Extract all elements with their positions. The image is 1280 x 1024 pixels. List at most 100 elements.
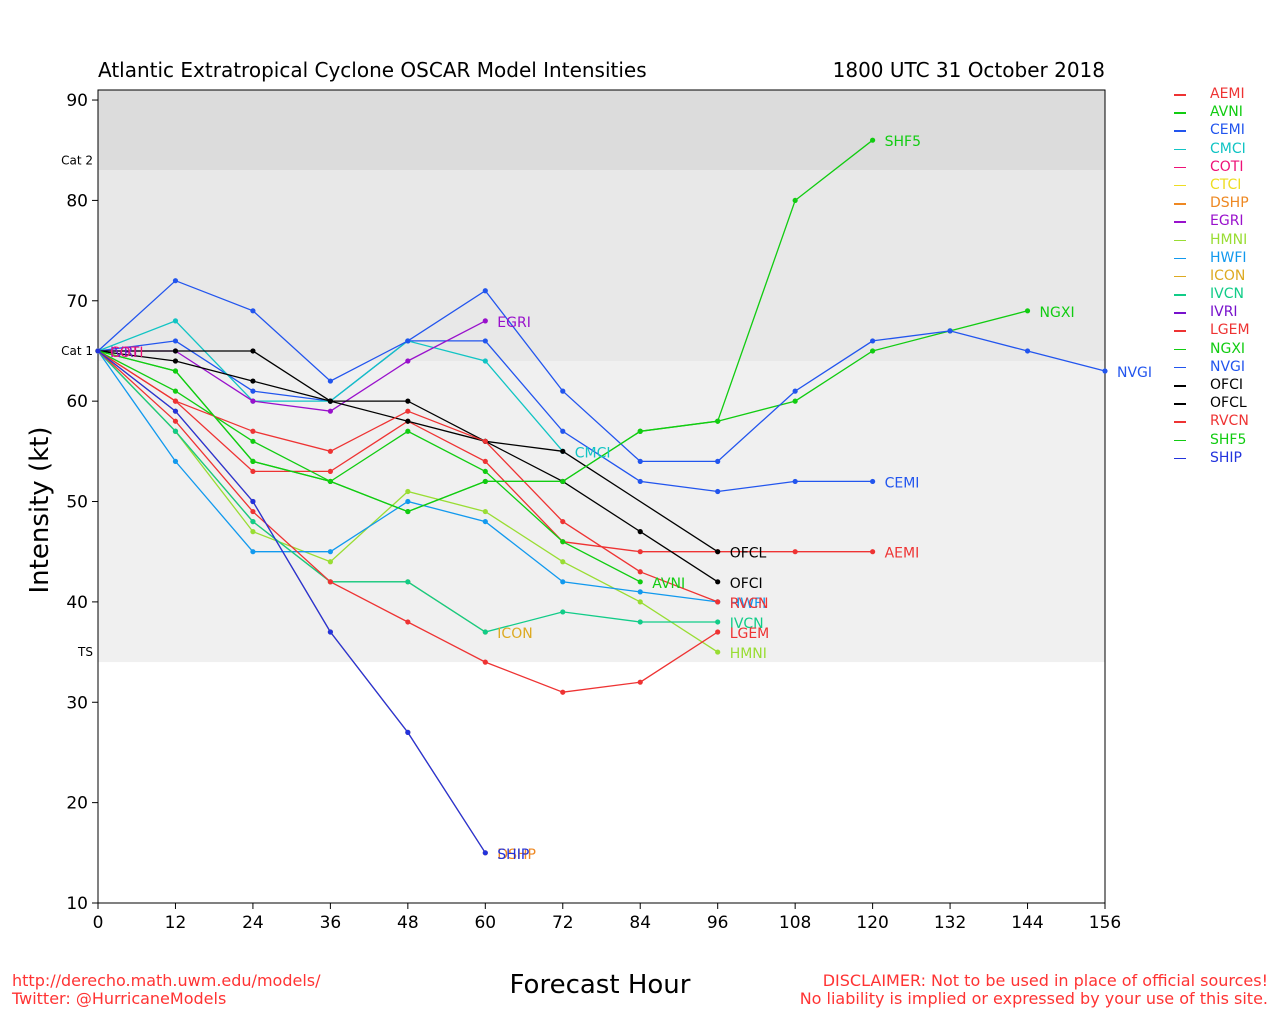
point-lgem — [637, 679, 643, 685]
point-cemi — [870, 478, 876, 485]
end-label-hwfi: HWFI — [730, 596, 767, 612]
legend-label: SHIP — [1210, 449, 1242, 466]
chart-title: Atlantic Extratropical Cyclone OSCAR Mod… — [98, 58, 647, 82]
point-aemi — [792, 549, 798, 555]
end-label-dshp: DSHP — [497, 847, 536, 863]
point-rvcn — [250, 428, 256, 434]
legend-swatch — [1174, 403, 1186, 405]
point-shf5 — [250, 458, 256, 464]
y-tick-label: 20 — [66, 794, 88, 814]
legend-label: HWFI — [1210, 249, 1247, 266]
band-label: TS — [77, 645, 93, 659]
point-ofcl — [560, 448, 566, 454]
point-ofci — [637, 529, 643, 535]
legend-label: NVGI — [1210, 358, 1246, 375]
x-tick-label: 84 — [629, 913, 651, 933]
point-cmci — [482, 358, 488, 364]
end-label-nvgi: NVGI — [1117, 365, 1152, 381]
point-aemi — [637, 549, 643, 555]
legend-label: AEMI — [1210, 86, 1245, 102]
point-ofci — [405, 398, 411, 404]
point-shf5 — [560, 478, 566, 485]
point-lgem — [715, 629, 721, 635]
legend-label: IVCN — [1210, 286, 1244, 303]
point-hwfi — [405, 498, 411, 505]
point-hwfi — [327, 549, 333, 555]
legend-swatch — [1174, 148, 1186, 151]
point-avni — [405, 428, 411, 434]
point-nvgi — [715, 458, 721, 464]
legend-label: RVCN — [1210, 413, 1249, 430]
point-ivcn — [405, 579, 411, 585]
point-cemi — [715, 488, 721, 495]
legend-swatch — [1174, 385, 1186, 387]
end-label-egri: EGRI — [497, 315, 531, 331]
point-hwfi — [637, 589, 643, 595]
point-lgem — [327, 579, 333, 585]
legend-swatch — [1174, 457, 1186, 460]
band-label: Cat 1 — [61, 344, 93, 358]
legend-swatch — [1174, 312, 1186, 314]
legend-swatch — [1174, 294, 1186, 296]
point-cemi — [482, 338, 488, 344]
end-label-ofci: OFCI — [730, 576, 763, 592]
end-label-ofcl: OFCL — [730, 546, 767, 562]
x-tick-label: 60 — [474, 913, 496, 933]
point-ship — [482, 850, 488, 856]
end-label-cemi: CEMI — [885, 475, 920, 491]
legend-swatch — [1174, 366, 1186, 369]
point-hmni — [560, 559, 566, 565]
point-nvgi — [172, 278, 179, 284]
legend-swatch — [1174, 184, 1186, 187]
x-tick-label: 48 — [397, 913, 419, 933]
point-ivcn — [250, 518, 256, 525]
end-label-ngxi: NGXI — [1040, 305, 1075, 321]
point-hmni — [250, 529, 256, 535]
disclaimer-line-1: DISCLAIMER: Not to be used in place of o… — [822, 971, 1268, 990]
legend-label: AVNI — [1210, 104, 1243, 121]
band-label: Cat 2 — [61, 153, 93, 167]
x-tick-label: 132 — [934, 913, 966, 933]
point-shf5 — [405, 508, 411, 515]
point-ofci — [172, 348, 179, 354]
legend-label: COTI — [1210, 158, 1244, 175]
band-cat-1 — [98, 170, 1105, 361]
point-rvcn — [327, 448, 333, 454]
point-ivcn — [637, 619, 643, 625]
point-ofcl — [327, 398, 333, 404]
point-ivcn — [172, 428, 179, 434]
end-label-coti: COTI — [110, 345, 143, 361]
legend-label: CTCI — [1210, 176, 1242, 193]
point-hwfi — [172, 458, 179, 464]
end-label-cmci: CMCI — [575, 445, 611, 461]
point-shf5 — [637, 428, 643, 434]
point-cemi — [792, 478, 798, 485]
legend-swatch — [1174, 257, 1186, 260]
point-ship — [327, 629, 333, 635]
point-nvgi — [327, 378, 333, 384]
point-ofcl — [405, 418, 411, 424]
point-cemi — [560, 428, 566, 434]
x-tick-label: 36 — [320, 913, 342, 933]
legend-swatch — [1174, 94, 1186, 96]
point-nvgi — [560, 388, 566, 394]
point-ivcn — [560, 609, 566, 615]
point-nvgi — [482, 288, 488, 294]
chart-subtitle: 1800 UTC 31 October 2018 — [832, 58, 1105, 82]
legend-label: DSHP — [1210, 195, 1249, 212]
legend-label: OFCL — [1210, 395, 1247, 412]
legend-label: EGRI — [1210, 213, 1244, 230]
source-url-link[interactable]: http://derecho.math.uwm.edu/models/ — [12, 971, 321, 990]
end-label-avni: AVNI — [652, 576, 685, 592]
point-nvgi — [637, 458, 643, 464]
point-rvcn — [560, 518, 566, 525]
point-nvgi — [1102, 368, 1108, 374]
x-tick-label: 72 — [552, 913, 574, 933]
series-line-ship — [97, 350, 486, 854]
point-aemi — [482, 458, 488, 464]
point-nvgi — [870, 338, 876, 344]
point-rvcn — [637, 569, 643, 575]
legend-label: HMNI — [1210, 231, 1248, 248]
point-avni — [637, 579, 643, 585]
twitter-handle[interactable]: Twitter: @HurricaneModels — [12, 989, 227, 1008]
